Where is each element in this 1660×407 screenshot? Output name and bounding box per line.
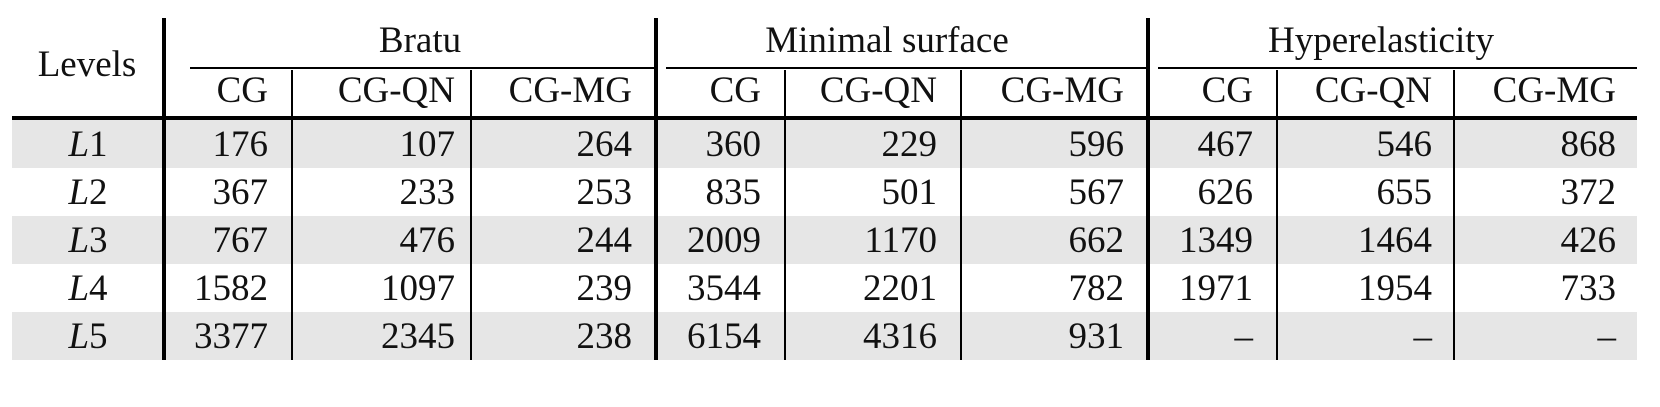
table-cell: 264	[577, 124, 633, 165]
table-cell: 1971	[1179, 268, 1253, 309]
column-header: CG-QN	[820, 70, 937, 111]
table-cell: 372	[1561, 172, 1617, 213]
table-cell: 546	[1377, 124, 1433, 165]
table-cell: –	[1597, 316, 1617, 357]
table-cell: 2201	[863, 268, 937, 309]
table-cell: 367	[213, 172, 269, 213]
table-cell: 6154	[687, 316, 761, 357]
level-label: L3	[67, 220, 107, 261]
table-cell: 253	[577, 172, 633, 213]
level-letter: L	[67, 316, 89, 357]
table-cell: 426	[1561, 220, 1617, 261]
table-cell: 567	[1069, 172, 1125, 213]
row-stripe	[12, 120, 1637, 168]
table-cell: –	[1413, 316, 1433, 357]
column-header: CG	[710, 70, 761, 111]
column-header: CG-MG	[1001, 70, 1124, 111]
table-cell: 1954	[1358, 268, 1432, 309]
table-cell: 4316	[863, 316, 937, 357]
level-label: L5	[67, 316, 107, 357]
table-cell: 107	[400, 124, 456, 165]
column-header: CG-MG	[1493, 70, 1616, 111]
level-number: 5	[89, 316, 108, 357]
row-stripe	[12, 216, 1637, 264]
table-cell: 176	[213, 124, 269, 165]
table-cell: 931	[1069, 316, 1125, 357]
table-cell: 782	[1069, 268, 1125, 309]
table-cell: 733	[1561, 268, 1617, 309]
row-stripe	[12, 312, 1637, 360]
table-cell: 233	[400, 172, 456, 213]
level-letter: L	[67, 124, 89, 165]
level-label: L1	[67, 124, 107, 165]
table-cell: 662	[1069, 220, 1125, 261]
column-header: CG-QN	[1315, 70, 1432, 111]
levels-header: Levels	[38, 44, 137, 85]
level-number: 4	[89, 268, 108, 309]
table-cell: 1582	[194, 268, 268, 309]
column-header: CG-QN	[338, 70, 455, 111]
level-number: 1	[89, 124, 108, 165]
table-cell: 238	[577, 316, 633, 357]
table-cell: –	[1234, 316, 1254, 357]
table-cell: 239	[577, 268, 633, 309]
level-label: L2	[67, 172, 107, 213]
table-cell: 868	[1561, 124, 1617, 165]
table-cell: 229	[882, 124, 938, 165]
column-header: CG	[1202, 70, 1253, 111]
table-cell: 3377	[194, 316, 268, 357]
table-cell: 626	[1198, 172, 1254, 213]
table-cell: 1464	[1358, 220, 1432, 261]
level-letter: L	[67, 268, 89, 309]
table-cell: 244	[577, 220, 633, 261]
level-number: 2	[89, 172, 108, 213]
table-cell: 767	[213, 220, 269, 261]
table-cell: 2009	[687, 220, 761, 261]
table-cell: 467	[1198, 124, 1254, 165]
level-letter: L	[67, 172, 89, 213]
table-cell: 3544	[687, 268, 761, 309]
table-cell: 360	[706, 124, 762, 165]
table-cell: 501	[882, 172, 938, 213]
table-cell: 655	[1377, 172, 1433, 213]
level-label: L4	[67, 268, 107, 309]
group-header: Bratu	[379, 20, 461, 61]
table-cell: 596	[1069, 124, 1125, 165]
group-header: Minimal surface	[765, 20, 1009, 61]
table-cell: 1097	[381, 268, 455, 309]
table-cell: 476	[400, 220, 456, 261]
group-header: Hyperelasticity	[1268, 20, 1495, 61]
level-number: 3	[89, 220, 108, 261]
column-header: CG	[217, 70, 268, 111]
table-cell: 835	[706, 172, 762, 213]
column-header: CG-MG	[509, 70, 632, 111]
table-cell: 2345	[381, 316, 455, 357]
level-letter: L	[67, 220, 89, 261]
table-cell: 1170	[864, 220, 937, 261]
table-cell: 1349	[1179, 220, 1253, 261]
